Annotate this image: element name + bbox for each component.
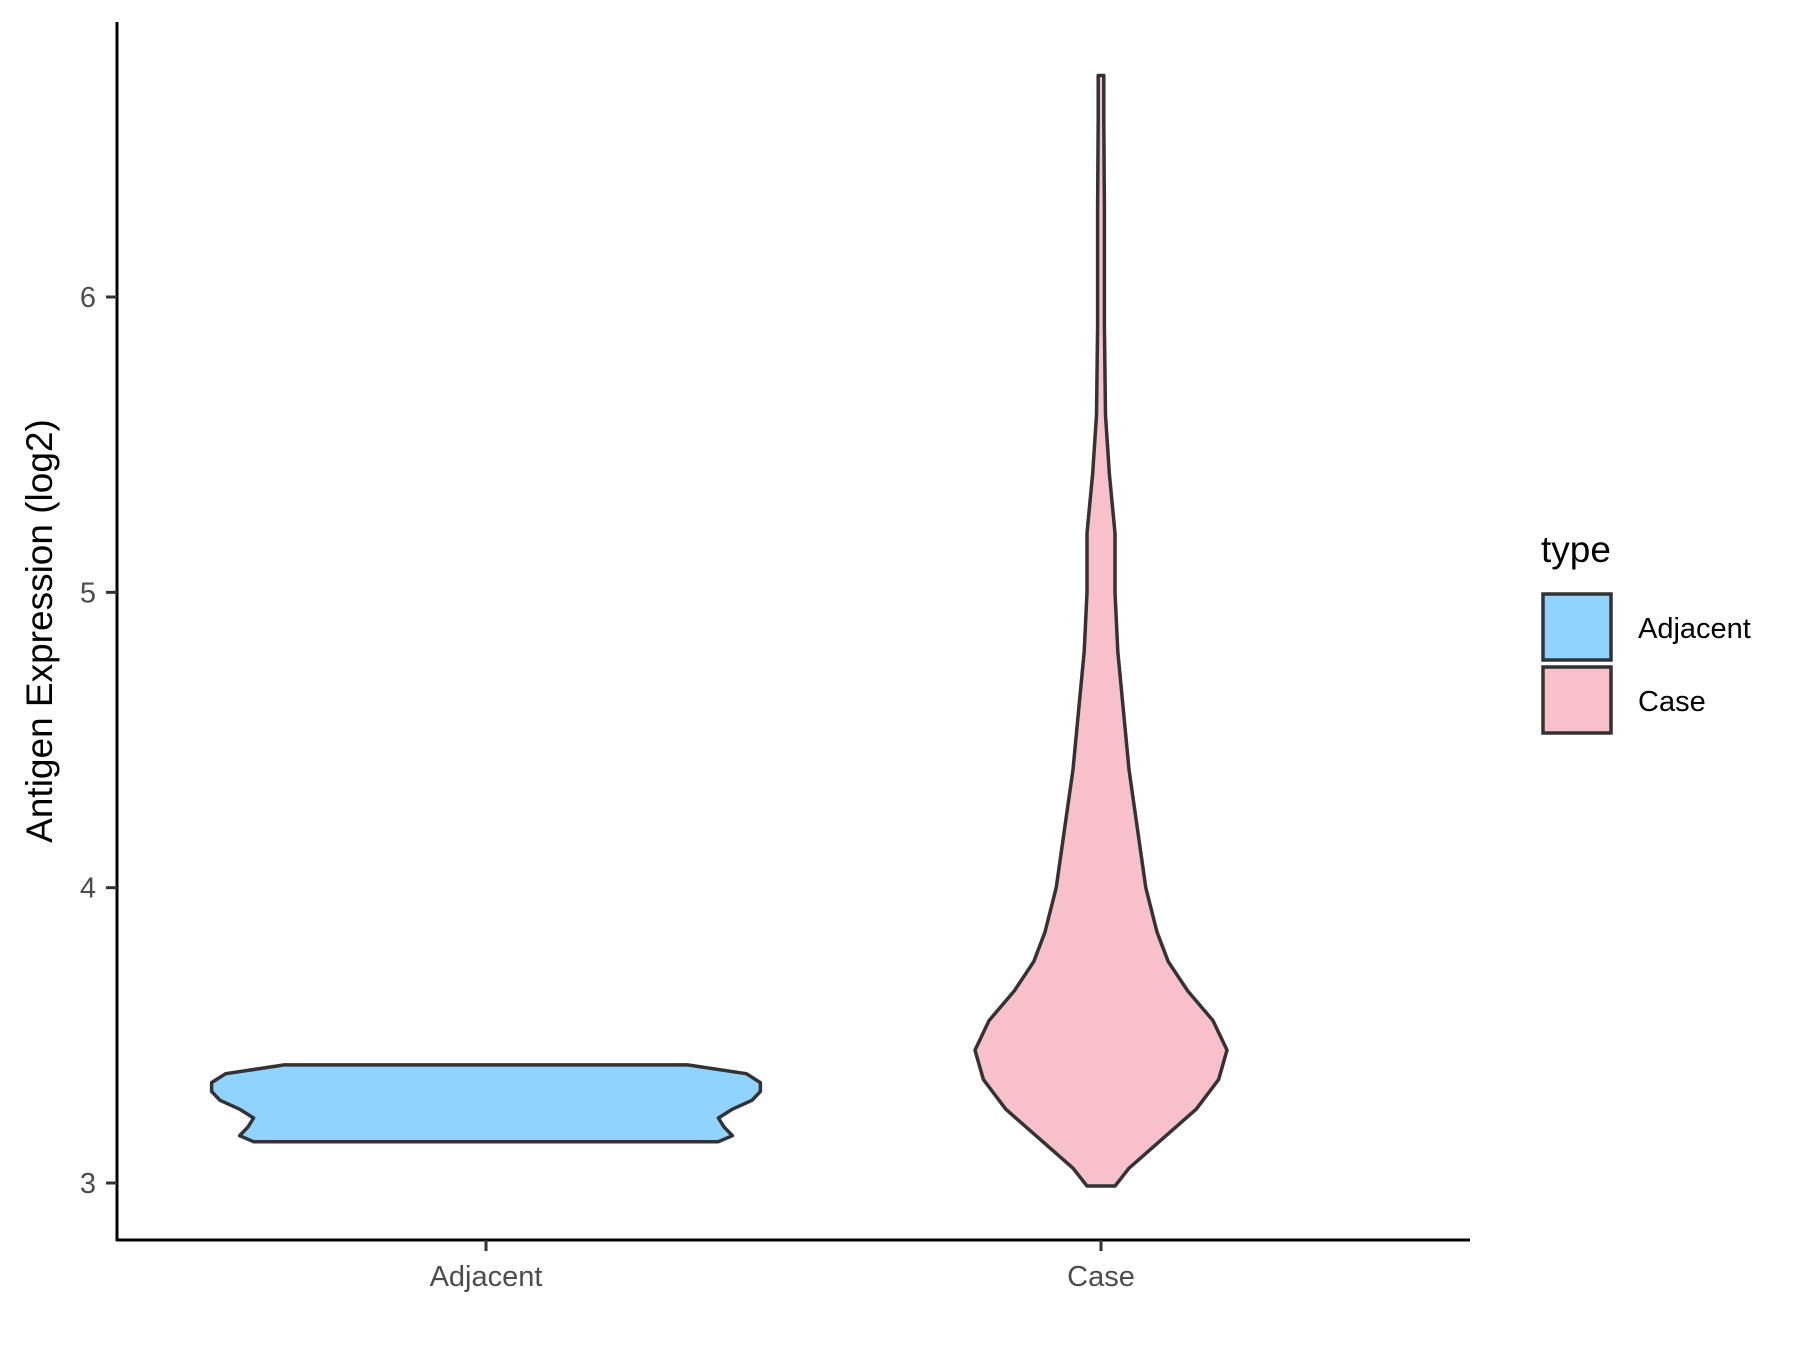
violin-case (973, 73, 1229, 1188)
y-tick-label: 4 (80, 873, 96, 905)
legend-title: type (1541, 529, 1611, 570)
y-tick-label: 3 (80, 1168, 96, 1200)
plot-area (209, 73, 1229, 1188)
legend-label-case: Case (1638, 686, 1706, 718)
violin-adjacent (209, 1063, 763, 1144)
x-axis-ticks: Adjacent Case (430, 1240, 1135, 1293)
x-tick-label: Adjacent (430, 1261, 543, 1293)
legend-label-adjacent: Adjacent (1638, 613, 1751, 645)
legend-swatch-case (1541, 665, 1613, 735)
legend: type Adjacent Case (1541, 529, 1751, 735)
y-tick-label: 6 (80, 282, 96, 314)
legend-swatch-adjacent (1541, 592, 1613, 662)
x-tick-label: Case (1067, 1261, 1135, 1293)
y-tick-label: 5 (80, 577, 96, 609)
y-axis-title: Antigen Expression (log2) (19, 419, 60, 843)
y-axis-ticks: 3 4 5 6 (80, 282, 117, 1200)
